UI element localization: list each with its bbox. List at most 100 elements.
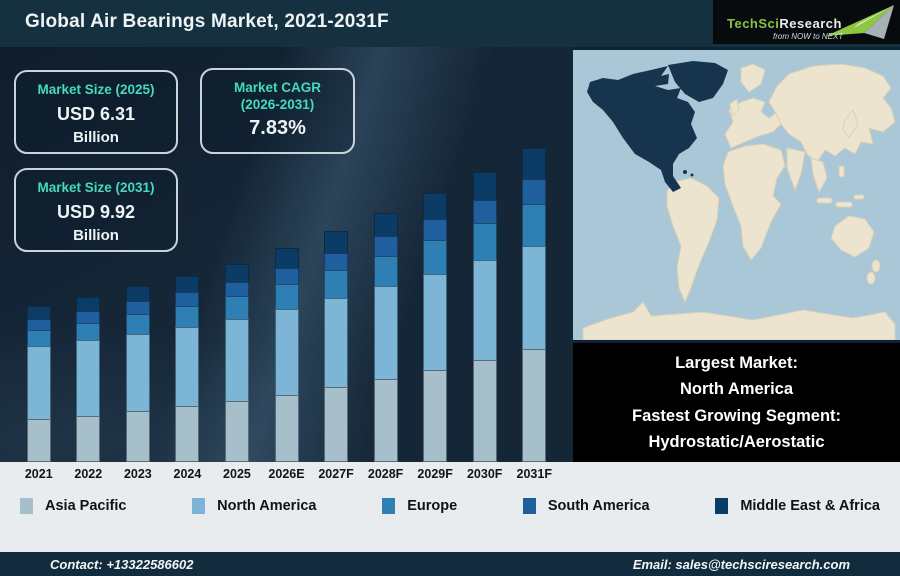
card-value: USD 9.92 <box>56 201 136 222</box>
market-cagr-card: Market CAGR (2026-2031) 7.83% <box>200 68 355 154</box>
map-caribbean-1 <box>683 170 687 174</box>
stacked-bar-f <box>324 231 349 462</box>
map-british-isles <box>729 98 740 117</box>
logo-brand-primary: TechSci <box>727 16 780 31</box>
bar-segment-europe <box>472 223 497 262</box>
map-scandinavia <box>740 63 766 93</box>
card-title-line1: Market CAGR <box>233 80 322 95</box>
bar-segment-asia-pacific <box>224 400 249 462</box>
header-bar: Global Air Bearings Market, 2021-2031F T… <box>0 0 900 47</box>
bar-segment-north-america <box>274 309 299 396</box>
main-content: Market Size (2025) USD 6.31 Billion Mark… <box>0 47 900 462</box>
highlight-box: Largest Market: North America Fastest Gr… <box>573 343 900 462</box>
bar-segment-south-america <box>522 178 547 206</box>
x-axis-label-: 2022 <box>74 467 103 481</box>
bar-segment-asia-pacific <box>76 415 101 462</box>
bar-segment-south-america <box>125 301 150 316</box>
bar-cell <box>460 171 510 462</box>
stacked-bar- <box>125 286 150 462</box>
bar-cell <box>14 305 64 462</box>
card-value: 7.83% <box>249 116 306 139</box>
card-value: USD 6.31 <box>56 103 136 124</box>
x-axis-label-f: 2030F <box>466 467 503 481</box>
bar-cell <box>64 296 114 462</box>
map-philippines <box>838 165 845 178</box>
legend-label-north-america: North America <box>217 498 317 514</box>
paper-plane-icon <box>826 5 894 39</box>
map-indonesia-2 <box>835 201 853 208</box>
bar-segment-south-america <box>274 267 299 286</box>
bar-segment-north-america <box>125 333 150 413</box>
page-title: Global Air Bearings Market, 2021-2031F <box>25 11 389 32</box>
map-asia <box>768 63 896 163</box>
card-title: Market Size (2025) <box>37 82 155 97</box>
bar-cell <box>311 231 361 462</box>
bar-segment-north-america <box>26 346 51 421</box>
bar-segment-middle-east-africa <box>522 148 547 180</box>
bar-segment-europe <box>324 270 349 300</box>
map-india <box>786 147 806 192</box>
bar-segment-south-america <box>175 291 200 307</box>
legend-label-europe: Europe <box>407 498 458 514</box>
legend-item-asia-pacific: Asia Pacific <box>20 498 126 514</box>
highlight-line-2: North America <box>679 380 794 399</box>
legend-swatch-north-america <box>192 498 206 514</box>
map-africa <box>722 143 786 261</box>
legend-item-south-america: South America <box>522 498 650 514</box>
contact-email: Email: sales@techsciresearch.com <box>632 556 850 572</box>
map-greenland-highlight <box>668 61 728 102</box>
logo-brand-secondary: Research <box>779 16 842 31</box>
bar-segment-north-america <box>472 260 497 361</box>
bar-segment-north-america <box>175 326 200 408</box>
bar-segment-middle-east-africa <box>76 296 101 312</box>
bar-cell <box>212 264 262 462</box>
legend-label-middle-east-africa: Middle East & Africa <box>740 498 880 514</box>
x-axis-label-f: 2028F <box>367 467 404 481</box>
legend-item-north-america: North America <box>192 498 317 514</box>
legend-item-middle-east-africa: Middle East & Africa <box>715 498 880 514</box>
bar-cell <box>509 148 559 462</box>
stacked-bar-chart <box>0 47 573 462</box>
footer-bar: Contact: +13322586602 Email: sales@techs… <box>0 552 900 576</box>
bar-segment-south-america <box>373 236 398 257</box>
legend-item-europe: Europe <box>382 498 457 514</box>
bar-segment-middle-east-africa <box>373 212 398 238</box>
x-axis-label-f: 2027F <box>318 467 354 481</box>
x-axis-label-f: 2031F <box>516 467 552 481</box>
card-title-line2: (2026-2031) <box>240 96 315 112</box>
bar-segment-south-america <box>224 281 249 298</box>
stacked-bar- <box>224 264 249 462</box>
bar-segment-asia-pacific <box>522 348 547 462</box>
legend-swatch-asia-pacific <box>20 498 33 514</box>
highlight-line-3: Fastest Growing Segment: <box>631 406 842 425</box>
map-australia <box>830 215 875 258</box>
logo-tagline: from NOW to NEXT <box>773 32 844 41</box>
legend-swatch-europe <box>382 498 396 514</box>
legend-swatch-south-america <box>522 498 536 514</box>
x-axis-labels: 2021 2022 2023 2024 2025 2026E 2027F 2028F 2029F… <box>0 462 573 481</box>
bar-segment-north-america <box>423 273 448 371</box>
chart-legend: Asia Pacific North America Europe South Ame… <box>0 498 900 514</box>
map-southeast-asia <box>810 157 828 194</box>
bar-segment-europe <box>423 240 448 275</box>
bar-segment-middle-east-africa <box>224 264 249 283</box>
bar-segment-asia-pacific <box>26 419 51 462</box>
highlight-line-4: Hydrostatic/Aerostatic <box>648 432 825 451</box>
bar-segment-europe <box>76 322 101 342</box>
highlight-line-1: Largest Market: <box>675 354 798 373</box>
stacked-bar- <box>26 305 51 462</box>
legend-label-south-america: South America <box>547 498 650 514</box>
bar-segment-middle-east-africa <box>125 286 150 303</box>
world-map-svg <box>573 50 900 341</box>
stacked-bar-f <box>472 171 497 462</box>
card-unit: Billion <box>73 128 119 146</box>
bar-segment-north-america <box>522 246 547 350</box>
bar-segment-north-america <box>76 340 101 417</box>
bottom-band: 2021 2022 2023 2024 2025 2026E 2027F 2028F 2029F… <box>0 462 900 552</box>
bar-segment-south-america <box>423 218 448 242</box>
bar-segment-asia-pacific <box>125 411 150 462</box>
market-size-2031-card: Market Size (2031) USD 9.92 Billion <box>14 168 178 252</box>
bar-segment-europe <box>125 314 150 335</box>
x-axis-label-: 2023 <box>123 467 152 481</box>
bar-segment-europe <box>373 255 398 288</box>
